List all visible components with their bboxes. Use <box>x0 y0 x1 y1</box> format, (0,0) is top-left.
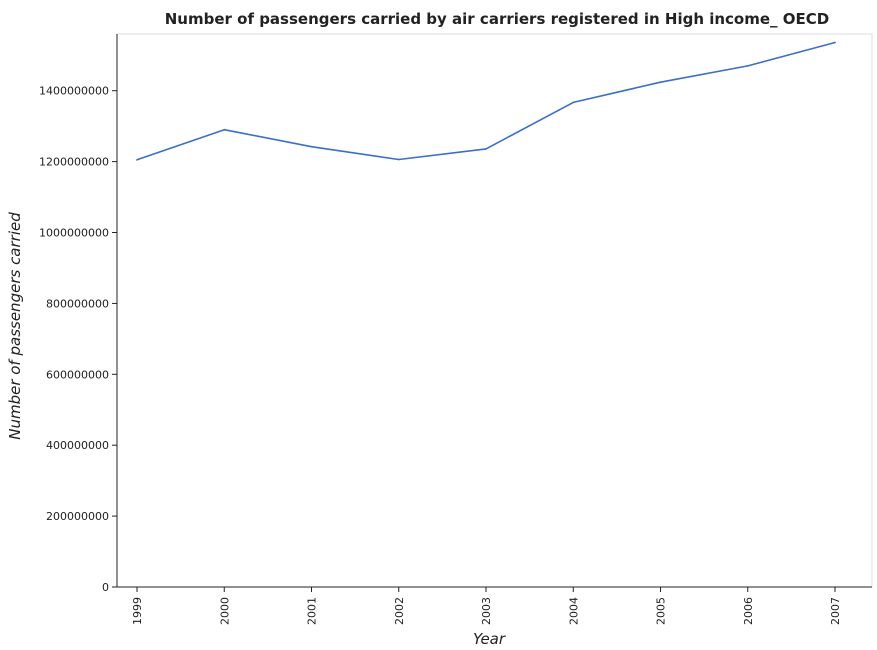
x-tick-label: 2001 <box>306 597 319 625</box>
y-tick-label: 1000000000 <box>39 227 109 240</box>
plot-frame <box>116 33 873 588</box>
x-tick-label: 2004 <box>567 597 580 625</box>
data-marks <box>136 41 836 161</box>
data-point <box>310 145 313 148</box>
y-tick-label: 200000000 <box>46 510 109 523</box>
y-tick-label: 1200000000 <box>39 156 109 169</box>
axes: 0 200000000 400000000 600000000 800000000 100… <box>39 33 873 625</box>
y-tick-label: 1400000000 <box>39 85 109 98</box>
x-tick-label: 1999 <box>131 597 144 625</box>
data-point <box>397 158 400 161</box>
x-tick-label: 2005 <box>655 597 668 625</box>
x-axis-label: Year <box>473 630 506 648</box>
data-point <box>746 65 749 67</box>
series-line <box>136 41 836 161</box>
data-point <box>485 147 487 150</box>
x-tick-label: 2006 <box>742 597 755 625</box>
y-tick-label: 800000000 <box>46 297 109 310</box>
x-tick-label: 2003 <box>480 597 493 625</box>
y-tick-label: 400000000 <box>46 439 109 452</box>
data-point <box>136 158 138 161</box>
chart-title: Number of passengers carried by air carr… <box>165 10 829 28</box>
y-axis-label: Number of passengers carried <box>6 212 24 440</box>
x-tick-label: 2000 <box>218 597 231 625</box>
data-point <box>223 128 226 131</box>
x-tick-label: 2002 <box>393 597 406 625</box>
y-tick-label: 600000000 <box>46 368 109 381</box>
y-tick-label: 0 <box>102 581 109 594</box>
x-tick-label: 2007 <box>829 597 842 625</box>
data-point <box>572 101 575 104</box>
data-point <box>834 41 836 44</box>
data-point <box>659 81 662 84</box>
